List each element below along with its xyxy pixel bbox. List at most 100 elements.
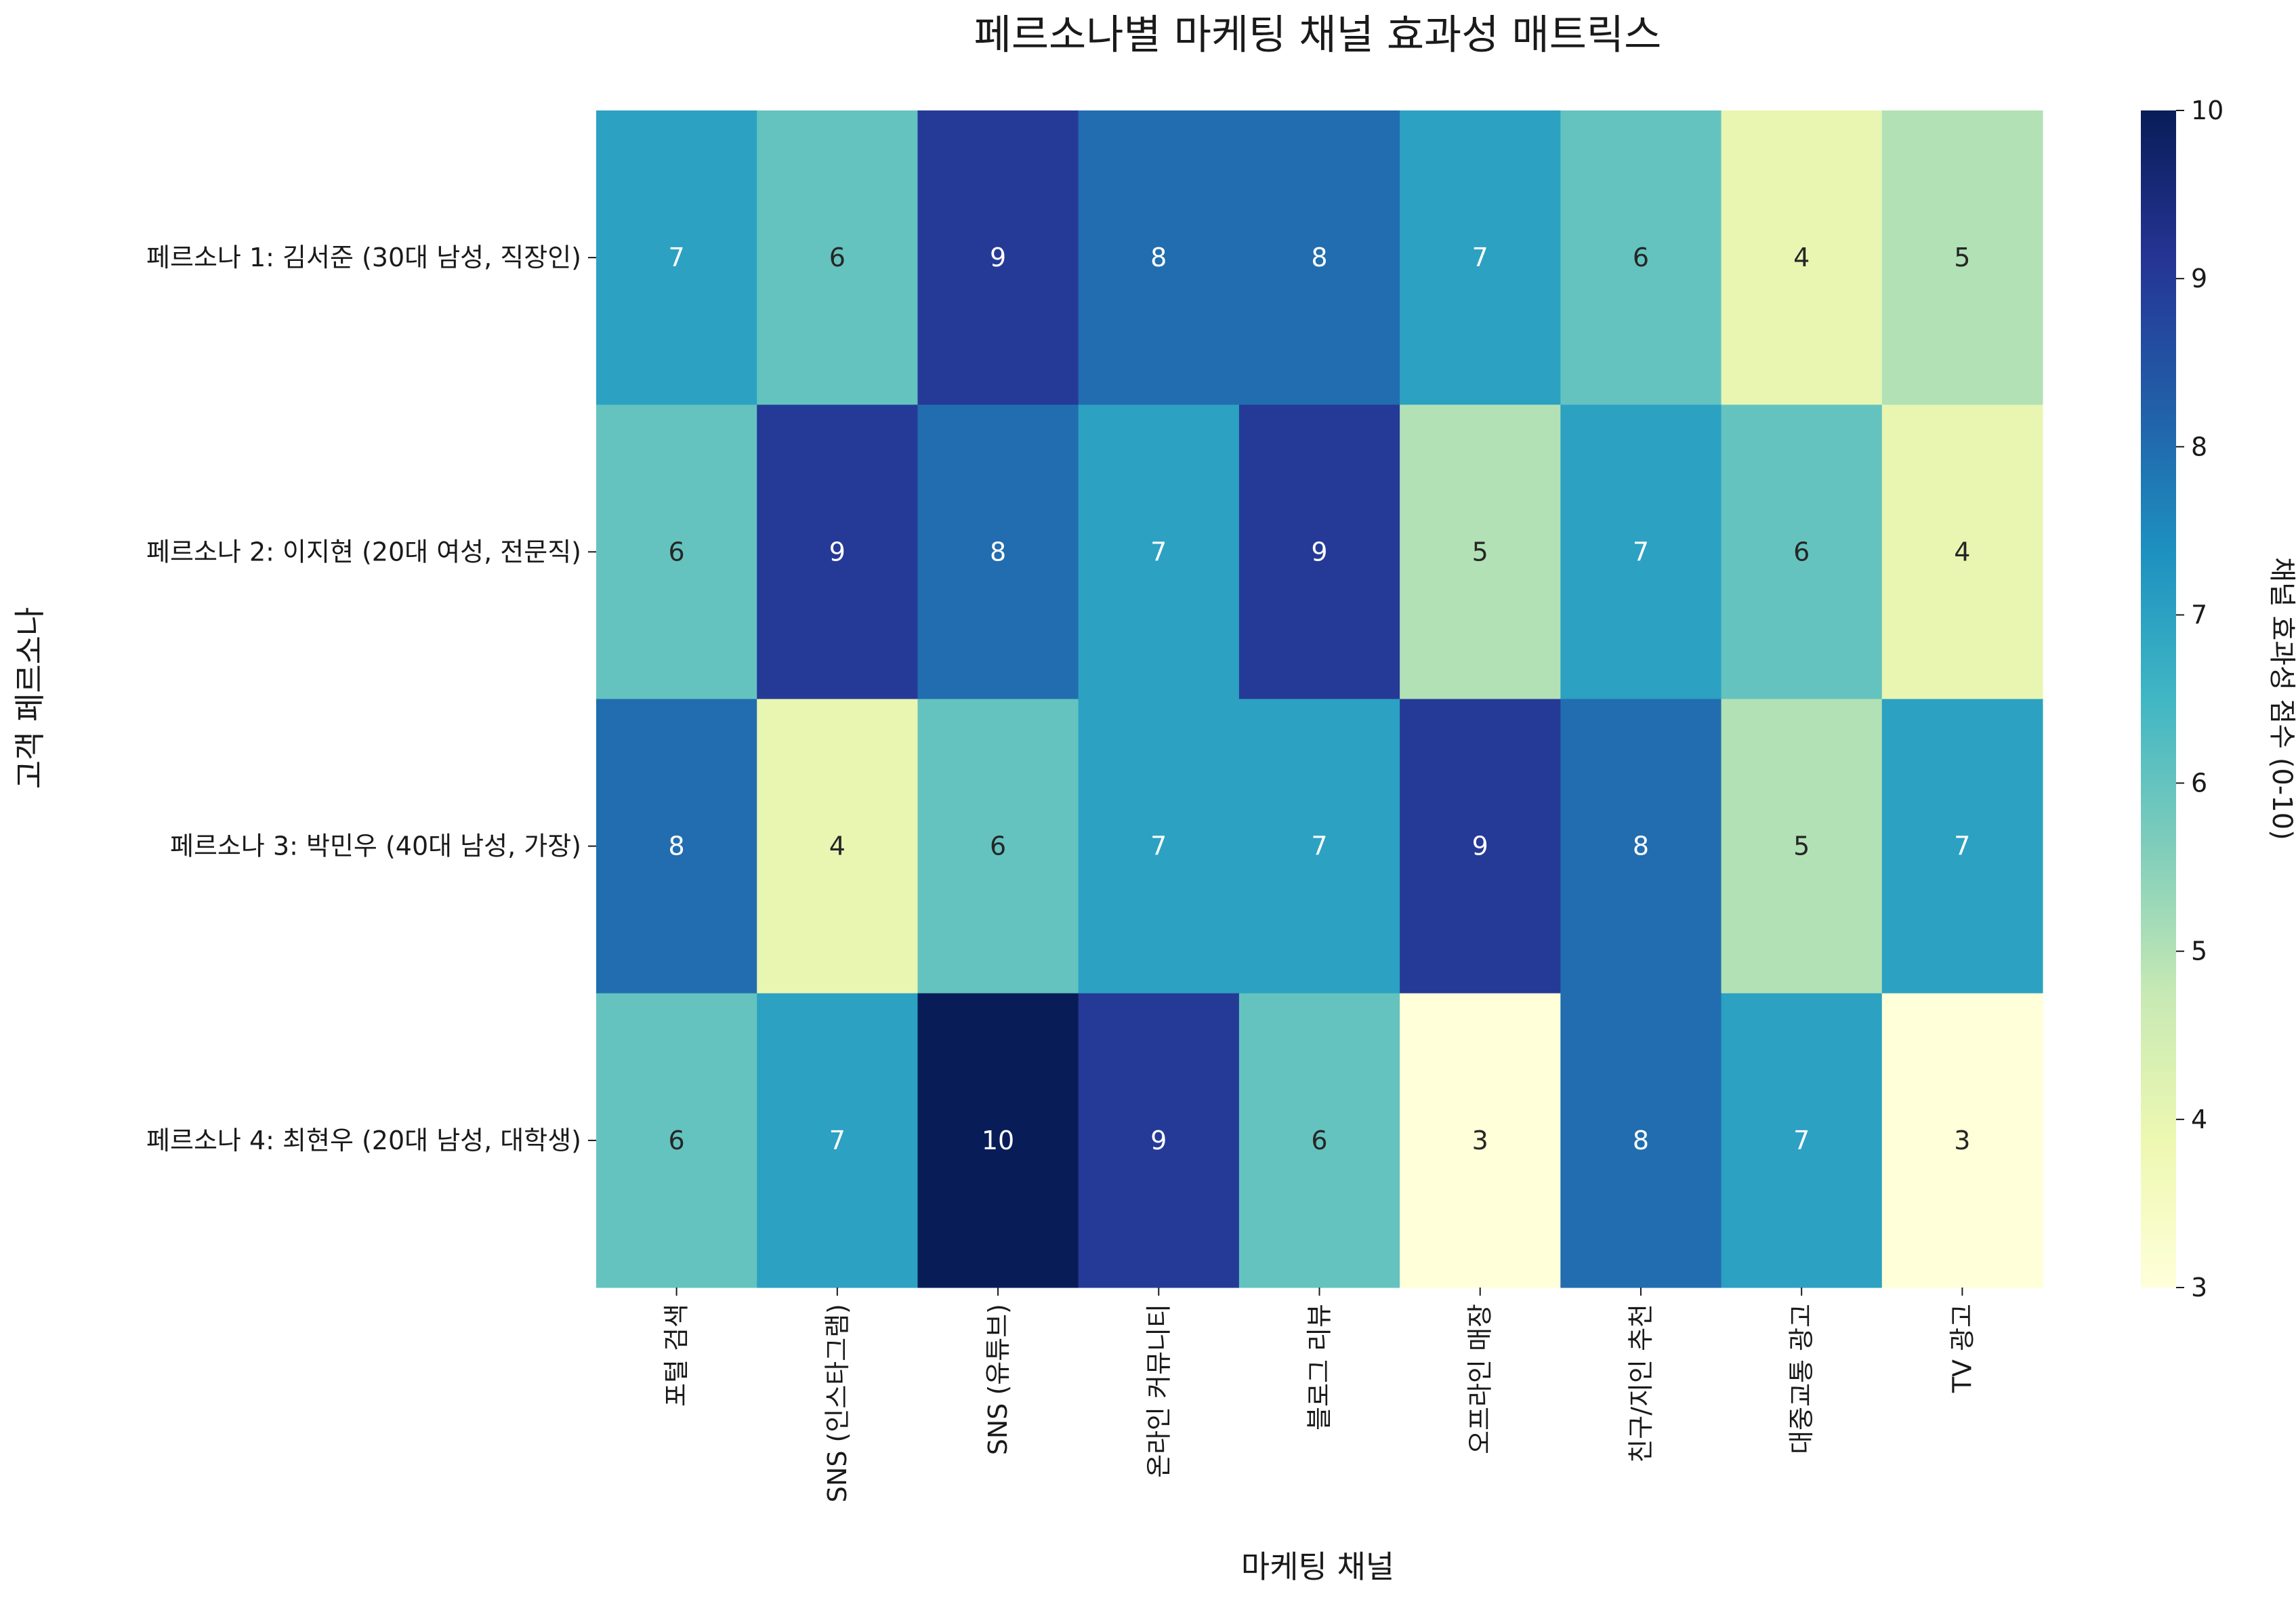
heatmap-cells: 7 6 9 8 8 7 6 4 5 6 9 8 7 9 5 7 6 4 8 4 6 7 7 9 8 5 7 6 7 10 9 6 3 8 7 3 <box>596 110 2043 1288</box>
heatmap-cell <box>1721 699 1883 994</box>
cell-value-label: 7 <box>1150 537 1167 567</box>
cell-value-label: 4 <box>1793 243 1810 272</box>
heatmap-cell <box>1078 993 1240 1288</box>
heatmap-cell <box>1721 405 1883 699</box>
column-label: TV 광고 <box>1947 1304 1977 1393</box>
cell-value-label: 8 <box>1633 1126 1649 1155</box>
cell-value-label: 8 <box>669 831 685 861</box>
heatmap-cell <box>1078 405 1240 699</box>
heatmap-cell <box>1881 405 2043 699</box>
heatmap-cell <box>1078 110 1240 405</box>
heatmap-cell <box>1560 110 1722 405</box>
colorbar-tick-label: 10 <box>2191 96 2224 125</box>
cell-value-label: 9 <box>1150 1126 1167 1155</box>
heatmap-cell <box>1721 110 1883 405</box>
chart-title: 페르소나별 마케팅 채널 효과성 매트릭스 <box>974 12 1662 59</box>
heatmap-cell <box>1238 699 1400 994</box>
cell-value-label: 5 <box>1472 537 1488 567</box>
cell-value-label: 10 <box>982 1126 1014 1155</box>
cell-value-label: 8 <box>990 537 1006 567</box>
cell-value-label: 9 <box>990 243 1006 272</box>
heatmap-cell <box>1560 405 1722 699</box>
row-label: 페르소나 1: 김서준 (30대 남성, 직장인) <box>146 243 581 272</box>
colorbar: 3 4 5 6 7 8 9 10 채널 효과성 점수 (0-10) <box>2141 96 2296 1302</box>
cell-value-label: 6 <box>669 537 685 567</box>
cell-value-label: 4 <box>829 831 846 861</box>
cell-value-label: 9 <box>829 537 846 567</box>
heatmap-cell <box>1078 699 1240 994</box>
y-axis-label: 고객 페르소나 <box>12 607 48 789</box>
heatmap-cell <box>757 699 918 994</box>
heatmap-cell <box>1881 699 2043 994</box>
column-label: 대중교통 광고 <box>1787 1304 1816 1454</box>
cell-value-label: 6 <box>1633 243 1649 272</box>
column-label: 포털 검색 <box>662 1304 692 1407</box>
cell-value-label: 8 <box>1150 243 1167 272</box>
column-label: 블로그 리뷰 <box>1305 1304 1335 1431</box>
cell-value-label: 3 <box>1954 1126 1970 1155</box>
cell-value-label: 3 <box>1472 1126 1488 1155</box>
colorbar-tick-label: 5 <box>2191 937 2207 966</box>
cell-value-label: 8 <box>1633 831 1649 861</box>
colorbar-tick-label: 3 <box>2191 1273 2207 1302</box>
colorbar-ticks: 3 4 5 6 7 8 9 10 <box>2176 96 2224 1302</box>
column-label: SNS (인스타그램) <box>822 1304 852 1502</box>
cell-value-label: 8 <box>1311 243 1327 272</box>
row-labels: 페르소나 1: 김서준 (30대 남성, 직장인) 페르소나 2: 이지현 (20… <box>146 243 596 1155</box>
heatmap-cell <box>596 993 757 1288</box>
colorbar-label: 채널 효과성 점수 (0-10) <box>2266 557 2296 840</box>
column-labels: 포털 검색 SNS (인스타그램) SNS (유튜브) 온라인 커뮤니티 블로그 리뷰 오… <box>662 1288 1977 1502</box>
heatmap-cell <box>596 699 757 994</box>
heatmap-cell <box>1238 405 1400 699</box>
heatmap-cell <box>1400 993 1561 1288</box>
heatmap-cell <box>1560 699 1722 994</box>
row-label: 페르소나 4: 최현우 (20대 남성, 대학생) <box>146 1126 581 1155</box>
cell-value-label: 7 <box>1150 831 1167 861</box>
heatmap-cell <box>1238 110 1400 405</box>
row-label: 페르소나 2: 이지현 (20대 여성, 전문직) <box>146 537 581 567</box>
heatmap-cell <box>917 993 1079 1288</box>
cell-value-label: 6 <box>990 831 1006 861</box>
colorbar-tick-label: 9 <box>2191 264 2207 293</box>
cell-value-label: 4 <box>1954 537 1970 567</box>
heatmap-cell <box>1238 993 1400 1288</box>
heatmap-cell <box>1881 110 2043 405</box>
cell-value-label: 6 <box>1311 1126 1327 1155</box>
cell-value-label: 5 <box>1954 243 1970 272</box>
heatmap-cell <box>757 110 918 405</box>
cell-value-label: 5 <box>1793 831 1810 861</box>
heatmap-cell <box>596 405 757 699</box>
cell-value-label: 7 <box>1954 831 1970 861</box>
cell-value-label: 9 <box>1472 831 1488 861</box>
heatmap-cell <box>917 110 1079 405</box>
heatmap-cell <box>1721 993 1883 1288</box>
cell-value-label: 7 <box>1311 831 1327 861</box>
column-label: 오프라인 매장 <box>1465 1304 1495 1454</box>
cell-value-label: 9 <box>1311 537 1327 567</box>
colorbar-tick-label: 8 <box>2191 432 2207 461</box>
heatmap-cell <box>1400 110 1561 405</box>
heatmap-cell <box>917 699 1079 994</box>
colorbar-tick-label: 7 <box>2191 600 2207 630</box>
column-label: 친구/지인 추천 <box>1626 1304 1656 1463</box>
heatmap-cell <box>596 110 757 405</box>
column-label: 온라인 커뮤니티 <box>1144 1304 1173 1478</box>
heatmap-cell <box>1881 993 2043 1288</box>
cell-value-label: 7 <box>1472 243 1488 272</box>
cell-value-label: 7 <box>1793 1126 1810 1155</box>
cell-value-label: 7 <box>669 243 685 272</box>
colorbar-tick-label: 4 <box>2191 1105 2207 1134</box>
heatmap-cell <box>1560 993 1722 1288</box>
colorbar-gradient <box>2141 110 2176 1288</box>
heatmap-cell <box>917 405 1079 699</box>
heatmap-cell <box>757 993 918 1288</box>
cell-value-label: 6 <box>829 243 846 272</box>
colorbar-tick-label: 6 <box>2191 768 2207 798</box>
row-label: 페르소나 3: 박민우 (40대 남성, 가장) <box>170 831 581 861</box>
cell-value-label: 7 <box>1633 537 1649 567</box>
heatmap-cell <box>757 405 918 699</box>
heatmap-cell <box>1400 405 1561 699</box>
cell-value-label: 6 <box>1793 537 1810 567</box>
heatmap-cell <box>1400 699 1561 994</box>
